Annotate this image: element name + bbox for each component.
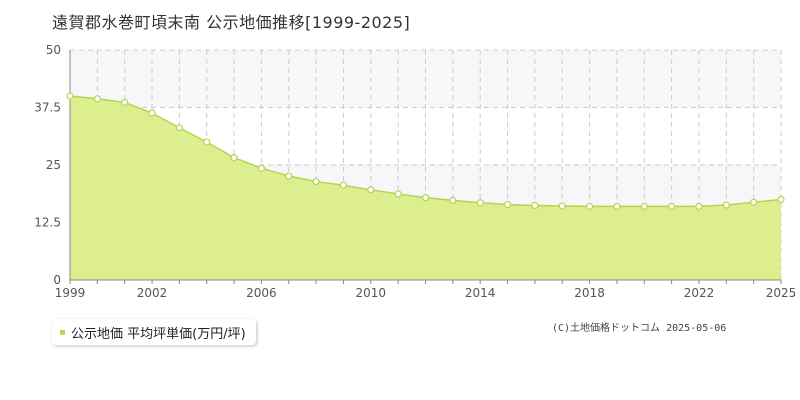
data-point bbox=[750, 198, 758, 206]
data-point bbox=[285, 172, 293, 180]
x-tick-label: 2010 bbox=[356, 286, 387, 300]
data-point bbox=[230, 154, 238, 162]
data-point bbox=[421, 194, 430, 202]
y-tick-label: 37.5 bbox=[34, 101, 61, 115]
legend-marker bbox=[60, 329, 65, 335]
data-point bbox=[394, 190, 402, 198]
data-point bbox=[640, 202, 648, 210]
area-fill bbox=[70, 96, 781, 280]
data-point bbox=[203, 138, 211, 146]
data-point bbox=[613, 202, 621, 210]
chart-title: 遠賀郡水巻町頃末南 公示地価推移[1999-2025] bbox=[52, 13, 411, 32]
data-point bbox=[777, 195, 785, 204]
data-point bbox=[175, 124, 183, 132]
y-tick-label: 12.5 bbox=[34, 216, 61, 230]
data-point bbox=[531, 201, 539, 210]
data-point bbox=[367, 186, 375, 194]
y-tick-label: 50 bbox=[46, 43, 61, 57]
data-point bbox=[503, 200, 512, 209]
data-point bbox=[66, 92, 74, 100]
data-point bbox=[312, 177, 320, 186]
y-tick-label: 25 bbox=[46, 158, 61, 172]
x-tick-label: 2022 bbox=[684, 286, 715, 300]
data-point bbox=[558, 202, 566, 210]
data-point bbox=[695, 202, 703, 210]
x-tick-label: 2014 bbox=[465, 286, 496, 300]
legend: 公示地価 平均坪単価(万円/坪) bbox=[52, 319, 256, 345]
x-tick-label: 2006 bbox=[246, 286, 277, 300]
data-point bbox=[257, 164, 266, 172]
y-tick-label: 0 bbox=[53, 273, 61, 287]
data-point bbox=[476, 199, 484, 207]
x-tick-label: 1999 bbox=[55, 286, 86, 300]
x-tick-label: 2002 bbox=[137, 286, 168, 300]
data-point bbox=[148, 109, 156, 117]
x-tick-label: 2018 bbox=[574, 286, 605, 300]
data-point bbox=[449, 196, 457, 205]
data-point bbox=[722, 201, 730, 209]
copyright: (C)土地価格ドットコム 2025-05-06 bbox=[552, 323, 727, 334]
data-point bbox=[93, 95, 101, 103]
data-point bbox=[121, 98, 129, 107]
data-point bbox=[585, 202, 594, 210]
data-point bbox=[339, 181, 348, 189]
data-point bbox=[668, 202, 676, 210]
legend-label: 公示地価 平均坪単価(万円/坪) bbox=[71, 326, 246, 342]
x-tick-label: 2025 bbox=[766, 286, 797, 300]
